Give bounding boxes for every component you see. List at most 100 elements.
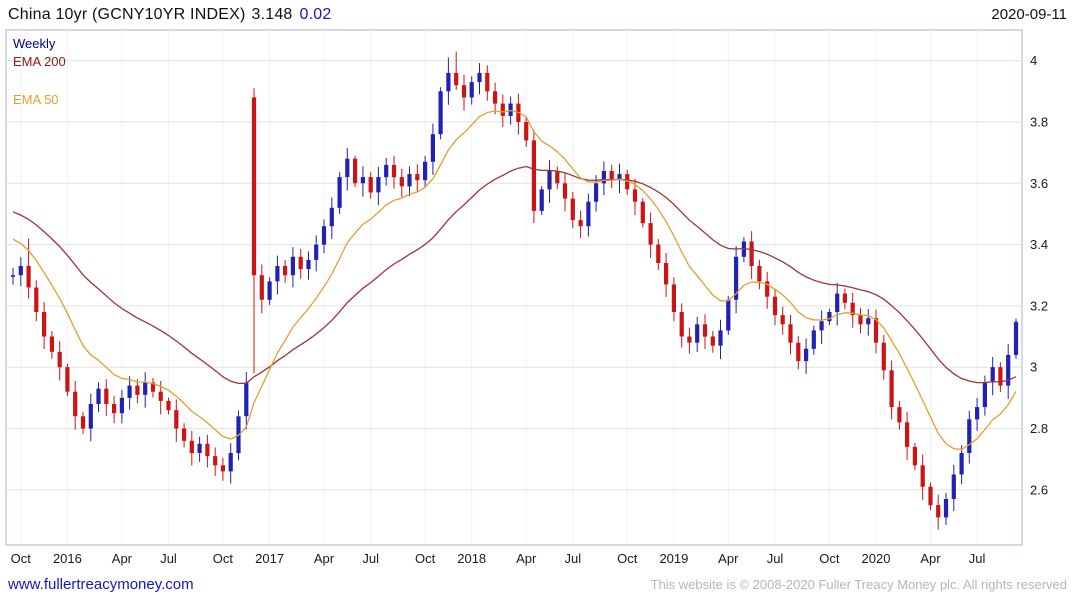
x-axis-label: 2017 bbox=[255, 551, 284, 566]
candle-body bbox=[850, 302, 855, 316]
x-axis-label: Jul bbox=[160, 551, 177, 566]
candle-body bbox=[182, 428, 187, 441]
candle-body bbox=[749, 241, 754, 266]
candle-body bbox=[718, 330, 723, 346]
candle-body bbox=[399, 177, 404, 187]
candle-body bbox=[772, 296, 778, 316]
candle-body bbox=[562, 183, 568, 199]
candle-body bbox=[477, 72, 482, 83]
page-footer: www.fullertreacymoney.com This website i… bbox=[8, 576, 1067, 593]
candle-body bbox=[827, 312, 832, 322]
candle-body bbox=[306, 259, 311, 270]
candle-body bbox=[710, 336, 715, 346]
candle-body bbox=[360, 177, 365, 184]
x-axis-label: Oct bbox=[819, 551, 840, 566]
site-link[interactable]: www.fullertreacymoney.com bbox=[8, 576, 194, 593]
candle-body bbox=[500, 103, 505, 116]
candle-body bbox=[1013, 321, 1019, 355]
candle-body bbox=[283, 266, 288, 276]
candle-body bbox=[555, 171, 560, 184]
candle-body bbox=[664, 263, 669, 285]
candle-body bbox=[648, 223, 653, 245]
candle-body bbox=[189, 440, 194, 454]
candle-body bbox=[337, 177, 342, 208]
candle-body bbox=[384, 164, 389, 178]
x-axis-label: Jul bbox=[767, 551, 784, 566]
x-axis-label: 2018 bbox=[457, 551, 486, 566]
candle-body bbox=[804, 348, 809, 362]
candle-body bbox=[835, 293, 840, 312]
x-axis-label: Jul bbox=[969, 551, 986, 566]
candle-body bbox=[10, 275, 16, 277]
candle-body bbox=[570, 198, 575, 221]
candle-body bbox=[609, 171, 614, 181]
candle-body bbox=[423, 161, 428, 181]
x-axis-label: Jul bbox=[362, 551, 379, 566]
candle-body bbox=[469, 82, 474, 98]
candle-body bbox=[1006, 354, 1011, 386]
x-axis-label: Oct bbox=[617, 551, 638, 566]
candle-body bbox=[407, 174, 412, 187]
x-axis-label: Oct bbox=[11, 551, 32, 566]
candle-body bbox=[290, 256, 295, 276]
candle-body bbox=[601, 171, 606, 184]
candle-body bbox=[73, 391, 78, 417]
candle-body bbox=[321, 226, 327, 245]
candle-body bbox=[368, 177, 373, 193]
candlestick-chart[interactable]: 4 3.8 3.6 3.4 3.2 3 2.8 2.6 Oct 2016 Apr Jul Oct 2017… bbox=[0, 0, 1075, 575]
candle-body bbox=[905, 422, 910, 447]
candle-body bbox=[524, 122, 529, 141]
x-axis-label: Oct bbox=[415, 551, 436, 566]
candle-body bbox=[104, 388, 109, 404]
candle-body bbox=[671, 284, 676, 312]
legend-ema50-label: EMA 50 bbox=[13, 92, 59, 107]
candle-body bbox=[119, 397, 124, 414]
candle-body bbox=[881, 342, 886, 371]
candle-body bbox=[617, 174, 622, 181]
candle-body bbox=[49, 336, 54, 352]
candle-body bbox=[197, 443, 202, 453]
candle-body bbox=[695, 324, 700, 343]
candle-body bbox=[96, 388, 101, 404]
x-axis-label: Apr bbox=[718, 551, 739, 566]
candle-body bbox=[158, 391, 163, 401]
candle-body bbox=[220, 465, 225, 472]
x-axis-label: Apr bbox=[920, 551, 941, 566]
x-axis-label: Oct bbox=[213, 551, 234, 566]
candle-body bbox=[702, 324, 708, 337]
candle-body bbox=[726, 299, 731, 331]
candle-body bbox=[205, 443, 210, 457]
candle-body bbox=[632, 189, 638, 202]
candle-body bbox=[897, 407, 902, 423]
chart-header: China 10yr (GCNY10YR INDEX) 3.148 0.02 202… bbox=[8, 6, 1067, 24]
candle-body bbox=[547, 171, 552, 190]
candle-body bbox=[679, 312, 684, 337]
candle-body bbox=[967, 419, 972, 453]
candle-body bbox=[982, 382, 987, 407]
candle-body bbox=[26, 266, 31, 288]
candle-body bbox=[920, 465, 925, 487]
candle-body bbox=[780, 315, 785, 325]
candle-body bbox=[531, 140, 536, 211]
candle-body bbox=[454, 72, 459, 86]
candle-body bbox=[34, 287, 39, 312]
candle-body bbox=[990, 367, 995, 383]
candle-body bbox=[150, 382, 156, 392]
candle-body bbox=[493, 91, 498, 104]
candle-body bbox=[811, 330, 816, 349]
x-axis-label: 2019 bbox=[659, 551, 688, 566]
candle-body bbox=[376, 177, 381, 193]
candle-body bbox=[656, 244, 661, 263]
candle-body bbox=[819, 321, 824, 331]
candle-body bbox=[80, 416, 86, 429]
candle-body bbox=[928, 486, 933, 506]
candle-body bbox=[539, 189, 544, 211]
candle-body bbox=[42, 312, 47, 337]
candle-body bbox=[112, 404, 117, 414]
candle-body bbox=[213, 456, 218, 466]
candle-body bbox=[842, 293, 847, 303]
candle-body bbox=[912, 446, 917, 466]
x-axis-label: Apr bbox=[314, 551, 335, 566]
y-axis-label: 4 bbox=[1030, 53, 1037, 68]
copyright-text: This website is © 2008-2020 Fuller Treac… bbox=[650, 577, 1067, 592]
